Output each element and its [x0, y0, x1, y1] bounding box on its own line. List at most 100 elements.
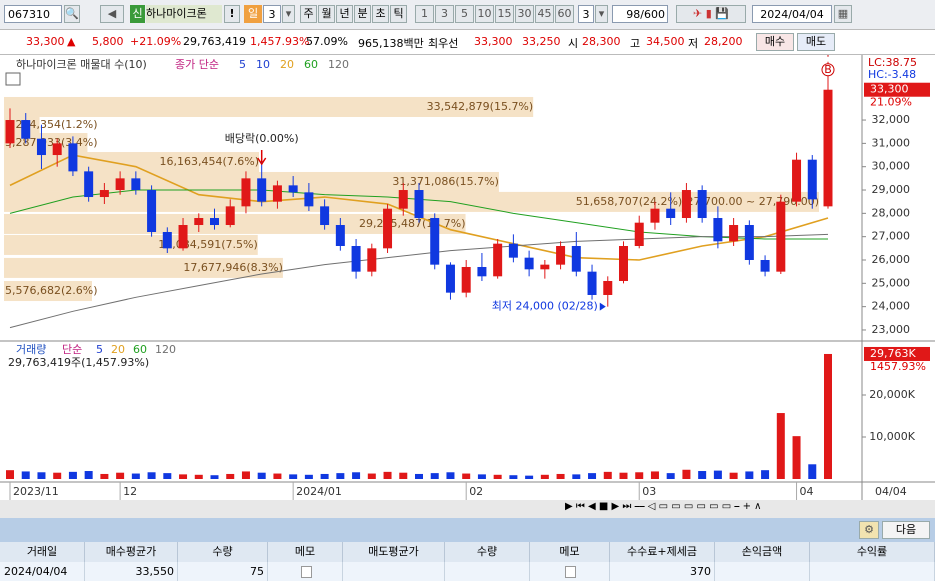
quote-bid: 33,250 — [522, 35, 561, 48]
candle-body — [414, 190, 424, 219]
x-tick-label: 04 — [800, 485, 814, 498]
date-input[interactable]: 2024/04/04 — [752, 5, 832, 23]
volume-bar — [745, 471, 754, 479]
tool-icons[interactable]: ✈ ▮ 💾 — [676, 5, 746, 23]
quote-amount: 965,138백만 — [358, 37, 424, 50]
volume-bar — [572, 474, 581, 479]
ma-legend: 5 — [96, 343, 103, 356]
period-type-button[interactable]: 월 — [318, 5, 335, 23]
period-type-button[interactable]: 년 — [336, 5, 353, 23]
period-type-button[interactable]: 분 — [354, 5, 371, 23]
table-cell — [445, 562, 530, 581]
code-input[interactable]: 067310 — [4, 5, 62, 23]
scroll-controls[interactable]: ▶ ⏮ ◀ ■ ▶ ⏭ ⎯⎯ ◁ ▭ ▭ ▭ ▭ ▭ ▭ ⎯ + ∧ — [565, 501, 762, 512]
interval-button[interactable]: 30 — [515, 5, 534, 23]
volume-bar — [540, 474, 549, 479]
volume-bar — [352, 472, 361, 479]
interval-n[interactable]: 3 — [578, 5, 594, 23]
volume-profile-bar — [4, 191, 819, 212]
x-tick-label: 02 — [469, 485, 483, 498]
candle-body — [36, 138, 46, 156]
event-note: 배당락(0.00%) — [225, 132, 299, 145]
hc-label: HC:-3.48 — [868, 68, 916, 81]
candle-body — [131, 178, 141, 191]
candle-body — [445, 264, 455, 293]
volume-profile-label: 16,084,591(7.5%) — [158, 238, 258, 251]
quote-open: 28,300 — [582, 35, 621, 48]
volume-profile-bar — [4, 213, 466, 234]
count[interactable]: 98/600 — [612, 5, 668, 23]
interval-button[interactable]: 5 — [455, 5, 474, 23]
candle-body — [493, 243, 503, 277]
buy-marker-box — [821, 63, 835, 77]
quote-open-label: 시 — [568, 37, 579, 50]
volume-profile-label: 2,254,354(1.2%) — [5, 118, 98, 131]
period-n[interactable]: 3 — [263, 5, 281, 23]
volume-profile-label: 5,576,682(2.6%) — [5, 284, 98, 297]
interval-button[interactable]: 1 — [415, 5, 434, 23]
quote-volume: 29,763,419 — [183, 35, 246, 48]
candle-body — [461, 266, 471, 293]
volume-bar — [462, 473, 471, 479]
volume-profile-bar — [4, 257, 283, 278]
table-value: 2024/04/04 — [4, 565, 68, 578]
sell-button[interactable]: 매도 — [797, 33, 835, 51]
interval-button[interactable]: 60 — [555, 5, 574, 23]
period-type-button[interactable]: 초 — [372, 5, 389, 23]
interval-button[interactable]: 45 — [535, 5, 554, 23]
search-button[interactable]: 🔍 — [64, 5, 80, 23]
volume-profile-label: 31,371,086(15.7%) — [392, 175, 499, 188]
candle-body — [335, 225, 345, 246]
volume-bar — [415, 473, 423, 479]
candle-body — [713, 218, 723, 242]
y-tick-label: 26,000 — [872, 253, 911, 266]
candle-body — [115, 178, 125, 191]
alert-button[interactable]: ! — [224, 5, 240, 23]
volume-bar — [84, 471, 93, 479]
memo-icon[interactable] — [565, 566, 576, 578]
volume-info: 29,763,419주(1,457.93%) — [8, 356, 149, 369]
volume-bar — [226, 473, 235, 479]
x-tick-label: 12 — [123, 485, 137, 498]
candle-body — [540, 264, 550, 270]
settings-button[interactable]: ⚙ — [859, 521, 879, 539]
ma-legend: 60 — [133, 343, 147, 356]
count-value: 98 — [626, 8, 641, 21]
dropdown[interactable]: ▾ — [595, 5, 608, 23]
candle-body — [508, 243, 518, 258]
interval-button[interactable]: 15 — [495, 5, 514, 23]
last-volume-tag — [864, 346, 930, 361]
dropdown[interactable]: ▾ — [282, 5, 295, 23]
quote-ask: 33,300 — [474, 35, 513, 48]
quote-low-label: 저 — [688, 37, 699, 50]
volume-bar — [603, 471, 612, 479]
lc-label: LC:38.75 — [868, 56, 917, 69]
volume-bar — [131, 473, 140, 479]
table-value: 75 — [250, 565, 264, 578]
period-type-button[interactable]: 주 — [300, 5, 317, 23]
volume-bar — [194, 474, 203, 479]
interval-button[interactable]: 10 — [475, 5, 494, 23]
volume-bar — [776, 413, 785, 479]
scrollbar[interactable] — [0, 500, 935, 518]
quote-best-label: 최우선 — [428, 37, 459, 50]
sound-button[interactable]: ◀ — [100, 5, 124, 23]
volume-bar — [383, 471, 392, 479]
ma-legend: 10 — [256, 58, 270, 71]
period-type-button[interactable]: 틱 — [390, 5, 407, 23]
candle-body — [792, 159, 802, 202]
candle-body — [697, 190, 707, 219]
volume-bar — [588, 473, 597, 479]
calendar-button[interactable]: ▦ — [834, 5, 852, 23]
volume-bar — [477, 474, 486, 479]
ma-legend: 120 — [155, 343, 176, 356]
y-tick-label: 25,000 — [872, 276, 911, 289]
volume-bar — [367, 473, 376, 479]
next-button[interactable]: 다음 — [882, 521, 930, 539]
volume-bar — [698, 471, 707, 479]
interval-button[interactable]: 3 — [435, 5, 454, 23]
buy-button[interactable]: 매수 — [756, 33, 794, 51]
period-button[interactable]: 일 — [244, 5, 262, 23]
ma-label: 단순 — [62, 343, 82, 356]
memo-icon[interactable] — [300, 566, 312, 578]
